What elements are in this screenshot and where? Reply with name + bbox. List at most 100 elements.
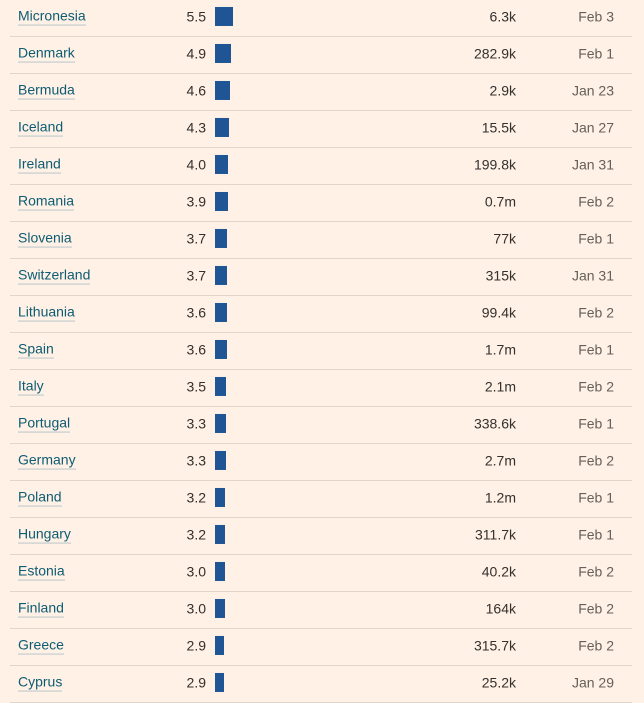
rate-bar — [215, 672, 224, 692]
rate-value: 2.9 — [186, 637, 206, 654]
date-value: Feb 2 — [578, 304, 614, 321]
rate-value: 3.3 — [186, 452, 206, 469]
date-value: Feb 2 — [578, 378, 614, 395]
rate-bar — [215, 635, 224, 655]
country-link[interactable]: Switzerland — [18, 266, 91, 285]
date-value: Feb 2 — [578, 452, 614, 469]
country-link[interactable]: Bermuda — [18, 81, 75, 100]
rate-bar — [215, 413, 226, 433]
rate-bar — [215, 524, 225, 544]
country-link[interactable]: Cyprus — [18, 673, 63, 692]
country-link[interactable]: Lithuania — [18, 303, 75, 322]
cases-value: 77k — [493, 230, 516, 247]
rate-bar — [215, 487, 225, 507]
cases-value: 15.5k — [481, 119, 516, 136]
rate-value: 3.0 — [186, 600, 206, 617]
cases-value: 40.2k — [481, 563, 516, 580]
rate-bar — [215, 80, 230, 100]
country-link[interactable]: Estonia — [18, 562, 65, 581]
date-value: Jan 31 — [571, 156, 614, 173]
rate-value: 3.2 — [186, 489, 206, 506]
table-row: Germany 3.3 2.7m Feb 2 — [10, 444, 632, 481]
rate-bar — [215, 43, 231, 63]
table-row: Hungary 3.2 311.7k Feb 1 — [10, 518, 632, 555]
rate-bar — [215, 450, 226, 470]
date-value: Feb 1 — [578, 415, 614, 432]
rate-value: 4.0 — [186, 156, 206, 173]
rate-bar — [215, 598, 225, 618]
date-value: Feb 2 — [578, 637, 614, 654]
country-link[interactable]: Italy — [18, 377, 44, 396]
table-row: Switzerland 3.7 315k Jan 31 — [10, 259, 632, 296]
table-row: Micronesia 5.5 6.3k Feb 3 — [10, 0, 632, 37]
date-value: Jan 31 — [571, 267, 614, 284]
country-link[interactable]: Hungary — [18, 525, 71, 544]
rate-bar — [215, 265, 227, 285]
rate-bar — [215, 228, 227, 248]
table-row: Ireland 4.0 199.8k Jan 31 — [10, 148, 632, 185]
table-row: Poland 3.2 1.2m Feb 1 — [10, 481, 632, 518]
rate-value: 3.7 — [186, 230, 206, 247]
date-value: Feb 3 — [578, 8, 614, 25]
country-link[interactable]: Micronesia — [18, 7, 86, 26]
cases-value: 164k — [485, 600, 516, 617]
country-link[interactable]: Spain — [18, 340, 54, 359]
table-row: Slovenia 3.7 77k Feb 1 — [10, 222, 632, 259]
country-link[interactable]: Poland — [18, 488, 62, 507]
rate-value: 3.0 — [186, 563, 206, 580]
rate-bar — [215, 117, 229, 137]
table-row: Denmark 4.9 282.9k Feb 1 — [10, 37, 632, 74]
date-value: Feb 1 — [578, 45, 614, 62]
rate-value: 4.3 — [186, 119, 206, 136]
table-row: Greece 2.9 315.7k Feb 2 — [10, 629, 632, 666]
cases-value: 1.2m — [484, 489, 516, 506]
country-table: Micronesia 5.5 6.3k Feb 3 Denmark 4.9 282.9k Fe… — [10, 0, 632, 703]
cases-value: 0.7m — [484, 193, 516, 210]
cases-value: 315k — [485, 267, 516, 284]
table-row: Cyprus 2.9 25.2k Jan 29 — [10, 666, 632, 703]
rate-value: 3.2 — [186, 526, 206, 543]
rate-value: 4.9 — [186, 45, 206, 62]
country-link[interactable]: Greece — [18, 636, 64, 655]
cases-value: 2.9k — [489, 82, 516, 99]
country-link[interactable]: Romania — [18, 192, 75, 211]
country-link[interactable]: Portugal — [18, 414, 71, 433]
date-value: Jan 29 — [571, 674, 614, 691]
date-value: Feb 1 — [578, 230, 614, 247]
country-link[interactable]: Finland — [18, 599, 64, 618]
table-row: Portugal 3.3 338.6k Feb 1 — [10, 407, 632, 444]
rate-value: 3.3 — [186, 415, 206, 432]
cases-value: 2.1m — [484, 378, 516, 395]
rate-bar — [215, 561, 225, 581]
rate-value: 5.5 — [186, 8, 206, 25]
rate-bar — [215, 376, 226, 396]
date-value: Jan 23 — [571, 82, 614, 99]
cases-value: 1.7m — [484, 341, 516, 358]
rate-bar — [215, 339, 227, 359]
rate-bar — [215, 154, 228, 174]
cases-value: 199.8k — [473, 156, 516, 173]
country-link[interactable]: Iceland — [18, 118, 64, 137]
cases-value: 99.4k — [481, 304, 516, 321]
country-link[interactable]: Slovenia — [18, 229, 72, 248]
table-row: Bermuda 4.6 2.9k Jan 23 — [10, 74, 632, 111]
date-value: Feb 1 — [578, 526, 614, 543]
cases-value: 25.2k — [481, 674, 516, 691]
date-value: Feb 2 — [578, 563, 614, 580]
table-row: Romania 3.9 0.7m Feb 2 — [10, 185, 632, 222]
country-link[interactable]: Germany — [18, 451, 76, 470]
cases-value: 6.3k — [489, 8, 516, 25]
rate-value: 2.9 — [186, 674, 206, 691]
rate-value: 3.6 — [186, 304, 206, 321]
rate-bar — [215, 6, 233, 26]
cases-value: 315.7k — [473, 637, 516, 654]
date-value: Feb 1 — [578, 341, 614, 358]
cases-value: 311.7k — [475, 526, 516, 543]
country-link[interactable]: Ireland — [18, 155, 61, 174]
country-link[interactable]: Denmark — [18, 44, 75, 63]
date-value: Feb 2 — [578, 193, 614, 210]
rate-bar — [215, 191, 228, 211]
rate-bar — [215, 302, 227, 322]
rate-value: 3.6 — [186, 341, 206, 358]
rate-value: 3.5 — [186, 378, 206, 395]
